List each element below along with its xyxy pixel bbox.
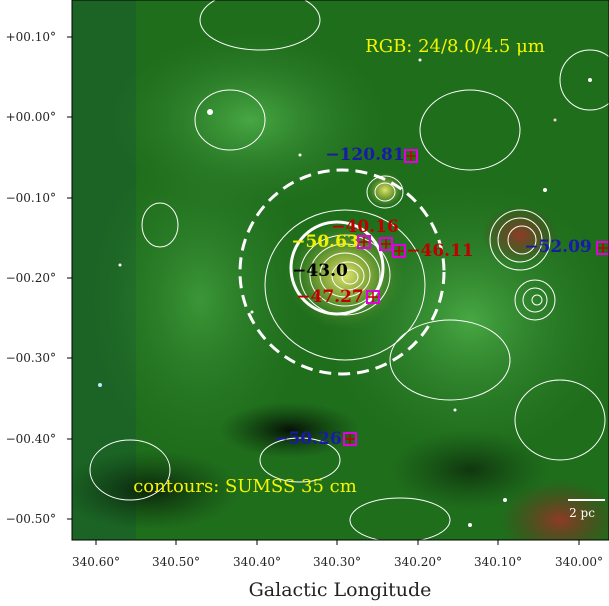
- y-tick-label: −00.50°: [6, 512, 56, 526]
- velocity-label-50-26: −50.26: [274, 429, 341, 449]
- marker-square: [366, 290, 380, 304]
- velocity-label-40-16: −40.16: [331, 217, 398, 237]
- y-tick-label: −00.10°: [6, 191, 56, 205]
- contour-lines: [89, 0, 609, 540]
- x-axis-title: Galactic Longitude: [249, 579, 432, 601]
- marker-square: [404, 149, 418, 163]
- velocity-label-43-0: −43.0: [292, 261, 348, 281]
- image-frame: [71, 0, 609, 541]
- x-tick-label: 340.10°: [474, 555, 522, 569]
- marker-square: [596, 241, 609, 255]
- x-tick-label: 340.60°: [72, 555, 120, 569]
- velocity-label-50-63: −50.63: [291, 232, 358, 252]
- x-tick-label: 340.20°: [394, 555, 442, 569]
- x-tick-label: 340.30°: [313, 555, 361, 569]
- x-tick-label: 340.50°: [152, 555, 200, 569]
- y-tick-label: +00.00°: [6, 110, 56, 124]
- sky-image: RGB: 24/8.0/4.5 μm contours: SUMSS 35 cm…: [72, 0, 609, 540]
- velocity-label-120-81: −120.81: [325, 145, 404, 165]
- y-tick-label: −00.40°: [6, 432, 56, 446]
- y-axis: +00.10° +00.00° −00.10° −00.20° −00.30° −00.4…: [6, 30, 72, 526]
- y-tick-label: −00.20°: [6, 271, 56, 285]
- y-tick-label: −00.30°: [6, 351, 56, 365]
- x-axis: 340.60° 340.50° 340.40° 340.30° 340.20° 340.1…: [72, 540, 603, 569]
- inner-aperture-circle: [289, 220, 385, 316]
- marker-square: [357, 235, 371, 249]
- outer-aperture-circle: [238, 168, 446, 376]
- source-markers: [343, 149, 609, 446]
- velocity-label-52-09: −52.09: [524, 237, 591, 257]
- velocity-label-46-11: −46.11: [406, 241, 473, 261]
- scale-bar-label: 2 pc: [569, 506, 595, 520]
- y-tick-label: +00.10°: [6, 30, 56, 44]
- x-tick-label: 340.00°: [555, 555, 603, 569]
- x-tick-label: 340.40°: [233, 555, 281, 569]
- marker-square: [392, 244, 406, 258]
- contours-label: contours: SUMSS 35 cm: [133, 476, 357, 497]
- velocity-label-47-27: −47.27: [296, 287, 363, 307]
- rgb-wavelengths-label: RGB: 24/8.0/4.5 μm: [365, 36, 545, 57]
- marker-square: [343, 432, 357, 446]
